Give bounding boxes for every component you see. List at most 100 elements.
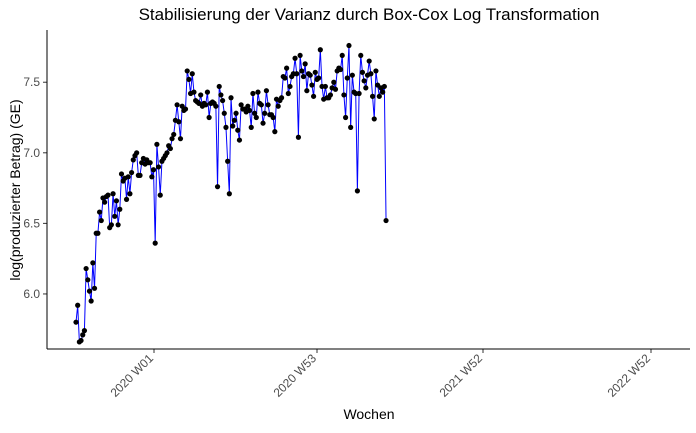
data-point xyxy=(246,107,253,114)
data-point xyxy=(95,230,101,236)
data-point xyxy=(169,136,175,142)
y-tick-label: 7.5 xyxy=(23,75,40,89)
data-point xyxy=(164,150,170,156)
data-point xyxy=(361,78,367,84)
data-point xyxy=(85,277,91,283)
y-tick-label: 6.5 xyxy=(23,216,40,230)
data-point xyxy=(189,71,195,77)
data-point xyxy=(154,141,160,147)
data-point xyxy=(255,89,261,95)
data-point xyxy=(275,103,281,109)
data-point xyxy=(358,52,364,59)
data-point xyxy=(157,192,163,198)
data-point xyxy=(383,217,389,224)
data-point xyxy=(96,209,103,215)
data-point xyxy=(380,89,386,95)
data-point xyxy=(294,71,300,77)
data-point xyxy=(343,114,349,121)
x-tick-label: 2020 W53 xyxy=(271,351,320,400)
x-tick-label: 2021 W52 xyxy=(437,351,486,400)
data-point xyxy=(130,157,136,163)
data-point xyxy=(359,69,366,75)
data-point xyxy=(113,198,120,204)
data-point xyxy=(307,72,313,78)
data-point xyxy=(238,102,244,108)
data-point xyxy=(369,93,376,99)
chart-title: Stabilisierung der Varianz durch Box-Cox… xyxy=(139,5,600,24)
data-point xyxy=(216,83,222,90)
y-axis-title: log(produzierter Betrag) (GE) xyxy=(7,99,23,280)
x-tick-label: 2020 W01 xyxy=(108,351,157,400)
data-point xyxy=(83,265,89,272)
data-point xyxy=(341,92,347,98)
data-point xyxy=(213,103,219,109)
data-point xyxy=(73,319,79,325)
data-point xyxy=(348,124,354,130)
data-point xyxy=(184,68,190,74)
data-point xyxy=(248,124,254,130)
data-point xyxy=(86,288,93,294)
data-point xyxy=(102,199,108,205)
data-point xyxy=(322,83,328,90)
data-series xyxy=(73,42,389,345)
data-point xyxy=(292,55,298,61)
x-axis-title: Wochen xyxy=(343,406,394,422)
data-point xyxy=(221,110,227,116)
data-point xyxy=(312,69,318,75)
data-point xyxy=(317,47,323,53)
data-point xyxy=(88,298,94,304)
data-point xyxy=(270,114,276,121)
data-point xyxy=(78,337,84,344)
data-point xyxy=(366,58,372,64)
data-point xyxy=(339,52,345,59)
data-point xyxy=(152,240,158,246)
data-point xyxy=(117,206,123,212)
data-point xyxy=(376,93,382,99)
data-point xyxy=(203,102,209,108)
data-point xyxy=(304,88,310,94)
data-point xyxy=(327,92,334,98)
data-point xyxy=(356,90,362,97)
data-point xyxy=(260,120,266,126)
data-point xyxy=(115,222,121,228)
data-point xyxy=(198,92,204,98)
data-point xyxy=(167,145,173,152)
data-point xyxy=(231,117,237,123)
data-point xyxy=(204,89,211,95)
data-point xyxy=(309,82,315,88)
data-point xyxy=(235,127,241,133)
data-point xyxy=(81,328,88,334)
data-point xyxy=(368,71,374,77)
data-point xyxy=(98,217,104,224)
data-point xyxy=(245,103,251,109)
data-point xyxy=(123,196,130,202)
data-point xyxy=(125,174,131,180)
data-point xyxy=(228,95,234,101)
data-point xyxy=(223,124,229,130)
data-point xyxy=(118,171,125,177)
data-point xyxy=(253,114,259,121)
data-point xyxy=(258,102,264,108)
data-point xyxy=(262,110,268,116)
data-point xyxy=(108,222,114,228)
data-point xyxy=(105,192,111,198)
data-point xyxy=(174,102,180,108)
data-point xyxy=(230,123,236,129)
data-point xyxy=(354,188,360,194)
x-axis-ticks: 2020 W01 2020 W53 2021 W52 2022 W52 xyxy=(108,349,653,400)
data-point xyxy=(282,75,288,81)
data-point xyxy=(147,160,153,166)
data-point xyxy=(332,86,339,92)
data-point xyxy=(344,75,350,81)
y-axis-ticks: 6.0 6.5 7.0 7.5 xyxy=(23,75,47,301)
data-point xyxy=(284,65,290,71)
data-point xyxy=(218,92,224,98)
data-point xyxy=(127,191,133,197)
data-point xyxy=(331,79,337,85)
data-point xyxy=(225,158,231,164)
data-point xyxy=(287,83,293,90)
data-point xyxy=(346,42,352,49)
data-point xyxy=(252,110,258,116)
data-point xyxy=(236,137,243,143)
